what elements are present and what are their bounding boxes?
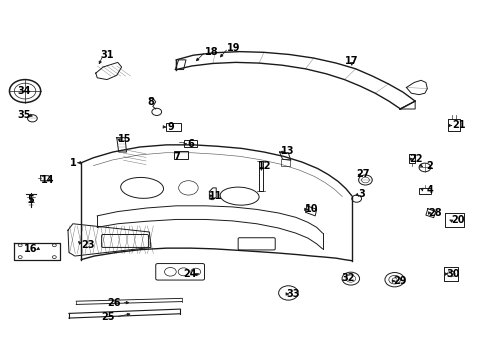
Text: 12: 12 [258, 161, 271, 171]
Text: 11: 11 [208, 191, 222, 201]
Text: 24: 24 [183, 269, 196, 279]
Text: 22: 22 [408, 154, 422, 164]
Text: 18: 18 [204, 46, 218, 57]
Text: 25: 25 [101, 312, 115, 322]
Text: 15: 15 [118, 134, 131, 144]
Text: 17: 17 [345, 56, 358, 66]
Text: 8: 8 [147, 97, 154, 107]
Text: 32: 32 [341, 273, 354, 283]
Text: 10: 10 [305, 204, 318, 215]
Text: 2: 2 [426, 161, 432, 171]
Text: 14: 14 [41, 175, 54, 185]
Text: 3: 3 [357, 189, 364, 199]
Text: 23: 23 [81, 240, 95, 250]
Text: 35: 35 [17, 111, 31, 121]
Text: 16: 16 [24, 244, 38, 254]
Text: 21: 21 [451, 121, 465, 130]
Text: 27: 27 [355, 168, 368, 179]
Text: 4: 4 [426, 185, 432, 195]
Text: 30: 30 [446, 269, 459, 279]
Text: 9: 9 [167, 122, 173, 132]
Text: 28: 28 [427, 208, 441, 218]
Text: 20: 20 [450, 215, 464, 225]
Text: 6: 6 [187, 139, 194, 149]
Text: 31: 31 [100, 50, 114, 60]
Text: 13: 13 [280, 145, 294, 156]
Text: 1: 1 [69, 158, 76, 168]
Text: 7: 7 [173, 152, 180, 162]
Text: 5: 5 [27, 195, 34, 205]
Text: 33: 33 [286, 289, 300, 299]
Text: 29: 29 [392, 276, 406, 286]
Text: 34: 34 [17, 86, 31, 96]
Text: 19: 19 [226, 43, 240, 53]
Text: 26: 26 [107, 298, 121, 308]
